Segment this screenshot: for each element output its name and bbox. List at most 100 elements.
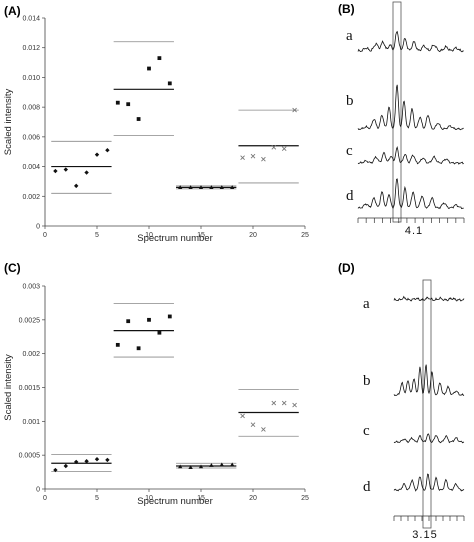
- data-point: [209, 185, 214, 189]
- y-tick-label: 0: [36, 487, 40, 494]
- data-point: [281, 400, 287, 406]
- data-point: [271, 144, 277, 150]
- y-tick-label: 0.002: [22, 351, 40, 358]
- data-point: [53, 467, 58, 473]
- highlight-window: [422, 279, 432, 529]
- data-point: [94, 457, 100, 462]
- trace-label: c: [346, 143, 353, 159]
- y-tick-label: 0.008: [22, 105, 40, 112]
- data-point: [53, 168, 58, 174]
- data-group-2: [176, 462, 237, 469]
- y-tick-label: 0.0015: [19, 385, 41, 392]
- data-point: [63, 463, 68, 469]
- x-tick-label: 5: [95, 232, 99, 239]
- y-tick-label: 0.004: [22, 164, 40, 171]
- y-tick-label: 0.014: [22, 16, 40, 23]
- x-tick-label: 0: [43, 232, 47, 239]
- panel-label: (B): [338, 2, 355, 16]
- x-tick-label: 20: [249, 495, 257, 502]
- data-point: [115, 100, 120, 105]
- data-point: [261, 156, 266, 162]
- spectrum-trace: [393, 364, 465, 397]
- x-axis-title: Spectrum number: [137, 233, 213, 244]
- data-point: [178, 185, 183, 189]
- scatter-panel-1: (C) 0 0.0005 0.001 0.0015 0.002 0.0025 0.003 0 5 1…: [3, 261, 309, 507]
- x-tick-label: 25: [301, 495, 309, 502]
- data-group-1: [113, 303, 174, 358]
- trace-label: a: [346, 28, 353, 44]
- y-tick-label: 0.010: [22, 75, 40, 82]
- scatter-panel-0: (A) 0 0.002 0.004 0.006 0.008 0.010 0.012 0.014 0…: [3, 4, 309, 244]
- data-group-3: [238, 107, 299, 184]
- data-point: [261, 427, 266, 432]
- y-tick-label: 0.001: [22, 419, 40, 426]
- x-tick-label: 25: [301, 232, 309, 239]
- data-group-2: [176, 185, 237, 190]
- data-point: [271, 400, 277, 406]
- data-point: [250, 422, 256, 428]
- spectrum-trace: [357, 178, 464, 210]
- spectrum-trace: [393, 433, 465, 444]
- data-point: [84, 459, 89, 464]
- data-point: [292, 107, 297, 113]
- y-axis-title: Scaled intensity: [3, 354, 14, 421]
- data-point: [157, 330, 162, 335]
- trace-label: a: [363, 296, 370, 312]
- data-group-1: [113, 41, 174, 136]
- trace-label: b: [363, 373, 371, 389]
- trace-label: d: [363, 479, 371, 495]
- data-point: [63, 167, 68, 172]
- data-point: [115, 342, 120, 347]
- x-tick-label: 10: [145, 232, 153, 239]
- trace-label: c: [363, 423, 370, 439]
- data-point: [74, 459, 79, 465]
- data-point: [198, 185, 204, 189]
- trace-label: b: [346, 93, 354, 109]
- data-point: [136, 346, 141, 351]
- data-point: [219, 462, 224, 467]
- spectrum-trace: [357, 146, 464, 165]
- y-axis-title: Scaled intensity: [3, 88, 14, 155]
- y-tick-label: 0: [36, 224, 40, 231]
- data-group-3: [238, 389, 299, 437]
- data-point: [167, 314, 172, 319]
- data-point: [219, 185, 224, 189]
- x-tick-label: 0: [43, 495, 47, 502]
- data-point: [240, 413, 245, 419]
- data-point: [188, 185, 193, 189]
- data-point: [198, 464, 204, 469]
- data-point: [157, 56, 162, 61]
- data-point: [167, 81, 172, 86]
- y-tick-label: 0.0005: [19, 453, 41, 460]
- data-point: [136, 117, 141, 121]
- spectrum-trace: [357, 30, 464, 53]
- data-point: [230, 462, 235, 467]
- x-axis-title: Spectrum number: [137, 496, 213, 507]
- highlight-window: [392, 1, 402, 223]
- spectra-panel-1: (D) a b c d 3.15: [338, 261, 465, 541]
- ppm-label: 4.1: [405, 225, 423, 237]
- panel-label: (C): [4, 261, 21, 275]
- data-point: [188, 465, 193, 469]
- data-point: [240, 155, 245, 160]
- spectrum-trace: [393, 473, 465, 492]
- y-tick-label: 0.0025: [19, 317, 41, 324]
- spectra-panel-0: (B) a b c d 4.1: [338, 1, 465, 237]
- data-group-0: [51, 454, 112, 473]
- x-tick-label: 15: [197, 495, 205, 502]
- y-tick-label: 0.002: [22, 194, 40, 201]
- y-tick-label: 0.012: [22, 45, 40, 52]
- data-point: [281, 146, 287, 152]
- data-point: [292, 402, 297, 408]
- y-tick-label: 0.006: [22, 134, 40, 141]
- data-point: [74, 183, 79, 189]
- trace-label: d: [346, 188, 354, 204]
- y-tick-label: 0.003: [22, 284, 40, 291]
- x-tick-label: 20: [249, 232, 257, 239]
- data-point: [105, 457, 110, 463]
- panel-label: (D): [338, 261, 355, 275]
- spectrum-trace: [357, 84, 464, 131]
- data-group-0: [51, 140, 112, 194]
- data-point: [126, 102, 131, 107]
